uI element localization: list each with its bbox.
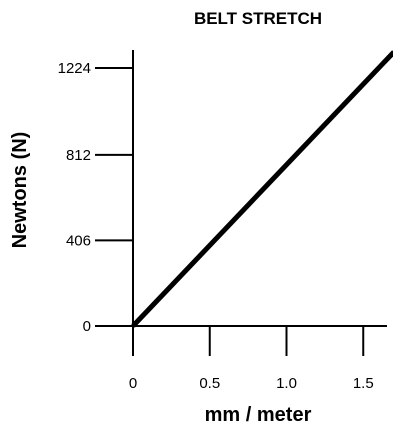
- y-tick-label: 406: [66, 232, 91, 249]
- y-ticks: 0 406 812 1224: [58, 60, 133, 335]
- chart-title: BELT STRETCH: [194, 9, 322, 28]
- x-tick-label: 1.5: [353, 375, 374, 392]
- x-ticks: 0 0.5 1.0 1.5: [129, 326, 374, 392]
- x-axis-label: mm / meter: [205, 404, 312, 426]
- x-tick-label: 1.0: [276, 375, 297, 392]
- y-tick-label: 1224: [58, 60, 91, 77]
- y-tick-label: 0: [83, 318, 91, 335]
- x-tick-label: 0: [129, 375, 137, 392]
- axes: [95, 50, 387, 327]
- y-tick-label: 812: [66, 147, 91, 164]
- x-tick-label: 0.5: [199, 375, 220, 392]
- series: [131, 50, 393, 328]
- y-axis-label: Newtons (N): [9, 132, 31, 249]
- series-line: [131, 50, 393, 328]
